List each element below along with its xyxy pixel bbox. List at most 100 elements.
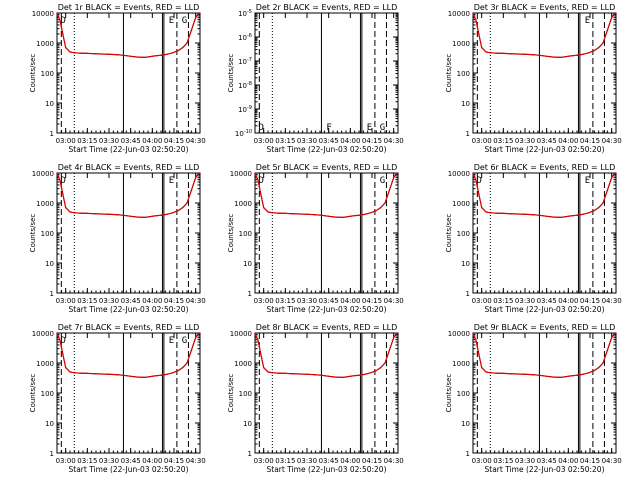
y-tick-label: 10 [461, 260, 470, 268]
x-tick-label: 04:15 [580, 457, 600, 465]
data-point-lld [361, 214, 363, 216]
data-point-lld [62, 33, 64, 35]
data-point-lld [606, 349, 608, 352]
data-point-lld [576, 54, 578, 56]
data-point-lld [358, 374, 360, 376]
data-point-lld [517, 53, 519, 55]
x-tick-label: 03:45 [537, 457, 557, 465]
y-tick-label: 1000 [36, 200, 54, 208]
x-tick-label: 03:00 [56, 457, 76, 465]
data-point-lld [267, 371, 269, 373]
data-point-lld [62, 353, 64, 355]
event-marker-F: F [326, 123, 331, 133]
data-point-lld [190, 189, 192, 192]
event-marker-D: D [60, 336, 65, 346]
data-point-lld [115, 374, 117, 376]
x-tick-label: 03:30 [99, 137, 119, 145]
data-point-lld [177, 209, 179, 212]
x-tick-label: 03:45 [319, 137, 339, 145]
data-point-lld [472, 13, 474, 15]
data-point-lld [395, 332, 398, 334]
data-point-lld [553, 216, 555, 218]
data-point-lld [388, 189, 390, 192]
data-point-lld [393, 337, 395, 339]
data-point-lld [291, 373, 294, 375]
data-point-lld [186, 202, 188, 204]
data-point-lld [598, 367, 600, 369]
x-tick-label: 03:00 [472, 137, 492, 145]
data-point-lld [190, 29, 192, 32]
data-point-lld [86, 372, 88, 375]
y-tick-label: 10000 [448, 170, 470, 178]
data-point-lld [130, 375, 132, 377]
data-point-lld [65, 47, 67, 49]
x-axis-label: Start Time (22-Jun-03 02:50:20) [69, 465, 189, 474]
data-point-lld [587, 52, 590, 54]
data-point-lld [369, 212, 372, 214]
data-point-lld [263, 207, 265, 209]
data-point-lld [553, 56, 555, 58]
data-point-lld [613, 12, 616, 14]
data-point-lld [108, 373, 110, 375]
x-tick-label: 03:00 [472, 297, 492, 305]
x-tick-label: 04:00 [142, 297, 162, 305]
data-point-lld [86, 52, 88, 55]
data-point-lld [369, 372, 372, 374]
data-point-lld [130, 55, 132, 57]
y-tick-label: 10-9 [238, 105, 252, 114]
data-point-lld [509, 213, 512, 215]
data-point-lld [375, 209, 377, 212]
chart-title: Det 9r BLACK = Events, RED = LLD [474, 323, 616, 332]
data-point-lld [602, 202, 604, 204]
data-point-lld [62, 193, 64, 195]
y-tick-label: 1 [248, 450, 252, 458]
y-axis-label: Counts/sec [29, 214, 37, 253]
event-marker-G: G [380, 176, 385, 186]
data-point-lld [271, 372, 273, 374]
data-point-lld [65, 367, 67, 369]
data-point-lld [144, 56, 146, 59]
data-point-lld [328, 215, 330, 217]
data-point-lld [130, 215, 132, 217]
data-point-lld [177, 369, 179, 372]
x-tick-label: 03:00 [56, 297, 76, 305]
x-tick-label: 04:00 [340, 137, 360, 145]
x-tick-label: 04:30 [602, 137, 622, 145]
x-tick-label: 04:15 [580, 137, 600, 145]
data-point-lld [475, 339, 477, 341]
data-point-lld [606, 29, 608, 32]
y-tick-label: 1000 [452, 200, 470, 208]
y-axis-label: Counts/sec [445, 54, 453, 93]
event-marker-G: G [182, 16, 187, 26]
y-tick-label: 100 [239, 390, 252, 398]
x-tick-label: 03:30 [99, 297, 119, 305]
data-point-lld [395, 172, 398, 174]
data-point-lld [593, 49, 595, 52]
data-point-lld [576, 374, 578, 376]
data-point-lld [524, 53, 526, 55]
series-line-lld [254, 332, 398, 379]
chart-title: Det 4r BLACK = Events, RED = LLD [58, 163, 200, 172]
x-axis-label: Start Time (22-Jun-03 02:50:20) [267, 145, 387, 154]
data-point-lld [313, 214, 315, 216]
x-tick-label: 04:00 [558, 297, 578, 305]
data-point-lld [582, 373, 584, 375]
data-point-lld [572, 55, 574, 57]
data-point-lld [364, 373, 366, 375]
data-point-lld [93, 53, 96, 55]
data-point-lld [313, 374, 315, 376]
data-point-lld [186, 362, 188, 364]
data-point-lld [284, 372, 286, 375]
data-point-lld [388, 349, 390, 352]
data-point-lld [79, 212, 81, 214]
data-point-lld [79, 52, 81, 54]
y-tick-label: 10 [461, 420, 470, 428]
chart-panel-4: Det 4r BLACK = Events, RED = LLD 1 10 100 10… [29, 163, 206, 314]
y-tick-label: 10-7 [238, 57, 252, 66]
data-point-lld [197, 172, 200, 174]
data-point-lld [560, 376, 562, 379]
data-point-lld [509, 53, 512, 55]
x-tick-label: 04:30 [186, 457, 206, 465]
chart-panel-6: Det 6r BLACK = Events, RED = LLD 1 10 100 10… [445, 163, 622, 314]
data-point-lld [538, 214, 541, 216]
